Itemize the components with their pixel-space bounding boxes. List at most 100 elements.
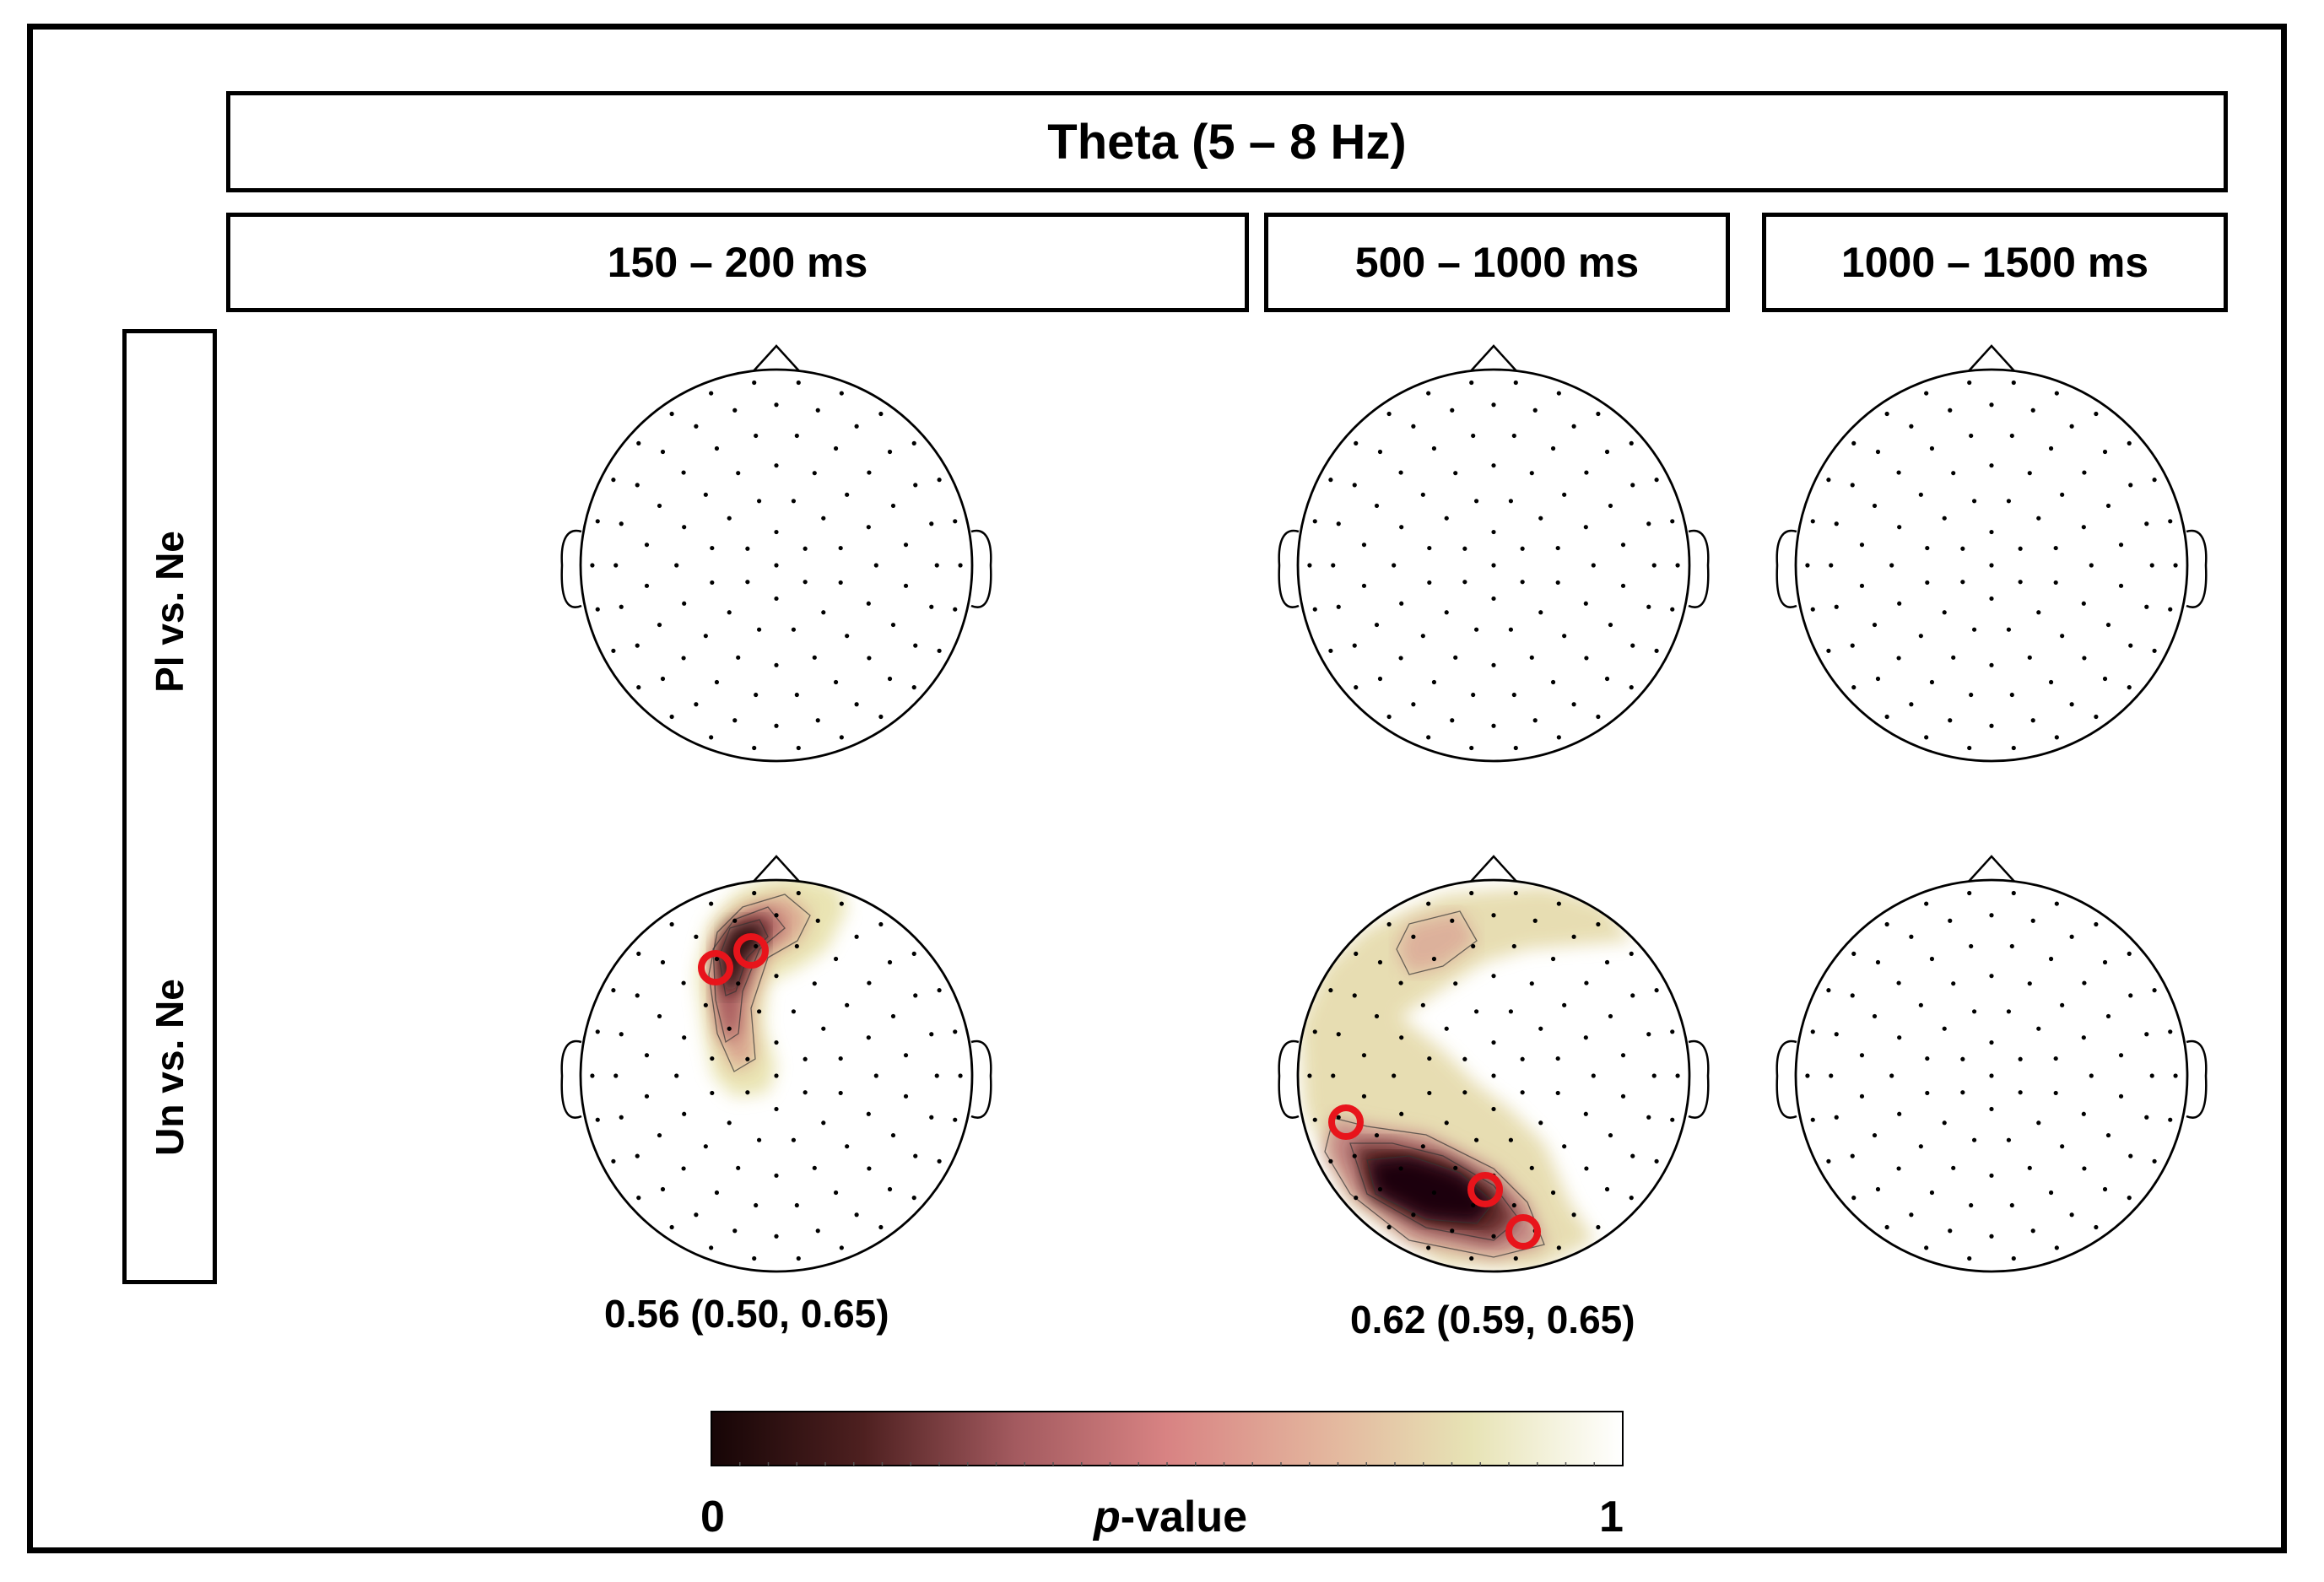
electrode-dot [756,1137,762,1142]
electrode-dot [1909,702,1914,707]
electrode-dot [1555,1056,1560,1061]
electrode-dot [866,525,871,530]
electrode-dot [958,1073,963,1078]
electrode-dot [1377,1186,1383,1192]
electrode-dot [1851,440,1856,445]
electrode-dot [1431,679,1437,685]
electrode-dot [2082,656,2087,661]
electrode-dot [2036,1120,2041,1126]
band-title: Theta (5 – 8 Hz) [1047,114,1407,170]
electrode-dot [1851,1196,1856,1201]
electrode-dot [2027,1165,2032,1170]
electrode-dot [681,1166,686,1171]
electrode-dot [1520,546,1525,551]
electrode-dot [635,1153,640,1158]
electrode-dot [682,1111,687,1116]
electrode-dot [911,440,916,445]
electrode-dot [1925,545,1930,551]
electrode-dot [736,471,741,476]
electrode-dot [1331,1073,1336,1078]
electrode-dot [791,499,797,504]
electrode-dot [1471,1202,1476,1208]
electrode-dot [1469,890,1474,896]
electrode-dot [1604,1186,1610,1192]
electrode-dot [774,723,779,728]
electrode-dot [636,951,641,956]
electrode-dot [887,676,893,682]
electrode-dot [2030,718,2035,723]
electrode-dot [1529,471,1534,476]
electrode-dot [1453,1165,1458,1170]
electrode-dot [2053,545,2058,551]
electrode-dot [1354,440,1359,445]
electrode-dot [2127,685,2132,690]
electrode-dot [839,1245,844,1250]
electrode-dot [845,1144,850,1149]
electrode-dot [833,1190,839,1196]
electrode-dot [1354,951,1359,956]
electrode-dot [2053,580,2058,586]
electrode-dot [1520,580,1525,585]
electrode-dot [1850,1153,1855,1158]
electrode-dot [1859,583,1865,588]
electrode-dot [1850,643,1855,648]
electrode-dot [1491,662,1496,667]
electrode-dot [1909,934,1914,939]
electrode-dot [1889,563,1894,568]
electrode-dot [1462,1056,1467,1061]
electrode-dot [2054,735,2059,740]
electrode-dot [1646,1032,1651,1037]
electrode-dot [644,1093,650,1099]
electrode-dot [774,1173,779,1178]
colorbar-title: p-value [1094,1492,1247,1542]
electrode-dot [703,634,708,639]
electrode-dot [1596,714,1601,720]
nose [1965,855,2018,885]
electrode-dot [644,1053,650,1058]
electrode-dot [1989,1234,1994,1239]
electrode-dot [1971,627,1977,632]
electrode-dot [774,913,779,918]
electrode-dot [1377,449,1383,455]
electrode-dot [2128,643,2133,648]
electrode-dot [812,471,817,476]
electrode-dot [1562,1144,1567,1149]
electrode-dot [1431,956,1437,962]
electrode-dot [866,1111,871,1116]
electrode-dot [1491,1106,1496,1112]
topomap-pl-ne-500-1000 [1278,344,1710,763]
electrode-dot [1399,525,1404,530]
electrode-dot [1532,718,1538,723]
electrode-dot [754,692,759,698]
electrode-dot [1450,918,1455,923]
electrode-dot [2054,901,2059,906]
electrode-dot [1872,622,1878,628]
electrode-dot [2018,1090,2023,1095]
electrode-dot [681,980,686,985]
electrode-dot [791,627,797,632]
electrode-dot [1328,988,1333,993]
electrode-dot [635,993,640,998]
electrode-dot [1508,1009,1514,1014]
electrode-dot [745,580,750,585]
electrode-dot [1431,445,1437,451]
electrode-dot [1556,1245,1561,1250]
nose [750,855,803,885]
colorbar-title-italic: p [1094,1493,1121,1542]
electrode-dot [756,499,762,504]
electrode-dot [1654,648,1659,653]
electrode-dot [727,1026,732,1031]
electrode-dot [1909,424,1914,429]
electrode-dot [1897,1035,1902,1040]
left-ear [1278,1039,1300,1119]
electrode-dot [1361,583,1367,588]
electrode-dot [2118,1093,2124,1099]
electrode-dot [1896,980,1901,985]
electrode-dot [873,1073,878,1078]
electrode-dot [1427,1090,1432,1096]
electrode-dot [866,1035,871,1040]
electrode-dot [1604,959,1610,965]
electrode-dot [1670,1029,1675,1034]
electrode-dot [1654,988,1659,993]
electrode-dot [1555,1090,1560,1096]
